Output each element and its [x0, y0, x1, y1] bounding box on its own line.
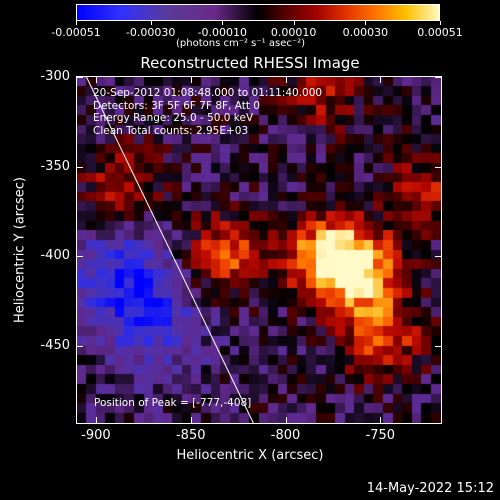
detectors-text: Detectors: 3F 5F 6F 7F 8F, Att 0 [93, 99, 260, 112]
colorbar-tick [293, 21, 295, 25]
y-tick-label: -400 [40, 248, 70, 264]
y-tick [77, 77, 83, 78]
method-counts-text: Clean Total counts: 2.95E+03 [93, 124, 249, 137]
colorbar-tick-label: -0.00051 [51, 26, 101, 39]
y-tick [77, 256, 83, 258]
peak-position-text: Position of Peak = [-777,-408] [94, 397, 252, 409]
y-tick [435, 345, 441, 347]
colorbar-tick-label: -0.00030 [125, 26, 176, 39]
image-plot-area[interactable]: 20-Sep-2012 01:08:48.000 to 01:11:40.000… [76, 76, 442, 424]
colorbar-tick [150, 21, 152, 25]
colorbar-tick-label: 0.00051 [417, 26, 463, 39]
footer-timestamp: 14-May-2022 15:12 [366, 481, 494, 496]
y-tick-label: -450 [40, 337, 70, 353]
colorbar-tick-labels: -0.00051 -0.00030 -0.00010 0.00010 0.00030 0.… [0, 26, 500, 40]
colorbar-tick-label: 0.00010 [270, 26, 317, 39]
solar-limb-line [86, 77, 254, 423]
colorbar-tick [365, 21, 367, 25]
x-tick-label: -850 [175, 428, 206, 443]
energy-range-text: Energy Range: 25.0 - 50.0 keV [93, 112, 254, 125]
y-tick [435, 256, 441, 258]
colorbar-tick [440, 21, 441, 25]
x-axis-label: Heliocentric X (arcsec) [176, 448, 324, 463]
rhessi-image-map[interactable] [77, 77, 441, 423]
colorbar [76, 4, 440, 21]
y-tick [77, 166, 83, 168]
colorbar-tick-label: -0.00010 [197, 26, 248, 39]
x-tick [285, 417, 287, 423]
x-tick [190, 417, 192, 423]
x-tick-label: -750 [365, 428, 396, 443]
colorbar-tick-label: 0.00030 [342, 26, 389, 39]
y-tick-label: -350 [40, 158, 70, 174]
y-axis-label: Heliocentric Y (arcsec) [12, 177, 28, 323]
info-overlay: 20-Sep-2012 01:08:48.000 to 01:11:40.000… [93, 87, 322, 137]
x-tick-label: -900 [81, 428, 111, 443]
plot-title: Reconstructed RHESSI Image [140, 54, 360, 72]
limb-overlay [86, 77, 254, 423]
x-tick [95, 417, 97, 423]
x-tick [380, 77, 382, 83]
y-tick [435, 166, 441, 168]
x-tick [380, 417, 382, 423]
colorbar-unit-label: (photons cm⁻² s⁻¹ asec⁻²) [176, 38, 306, 49]
x-tick-label: -800 [270, 428, 301, 443]
x-tick [190, 77, 192, 83]
y-tick [77, 345, 83, 347]
colorbar-tick [76, 21, 77, 25]
y-tick-label: -300 [40, 69, 70, 84]
y-tick [435, 77, 441, 78]
colorbar-tick [222, 21, 224, 25]
x-tick [95, 77, 97, 83]
time-range-text: 20-Sep-2012 01:08:48.000 to 01:11:40.000 [93, 87, 323, 99]
x-tick [285, 77, 287, 83]
